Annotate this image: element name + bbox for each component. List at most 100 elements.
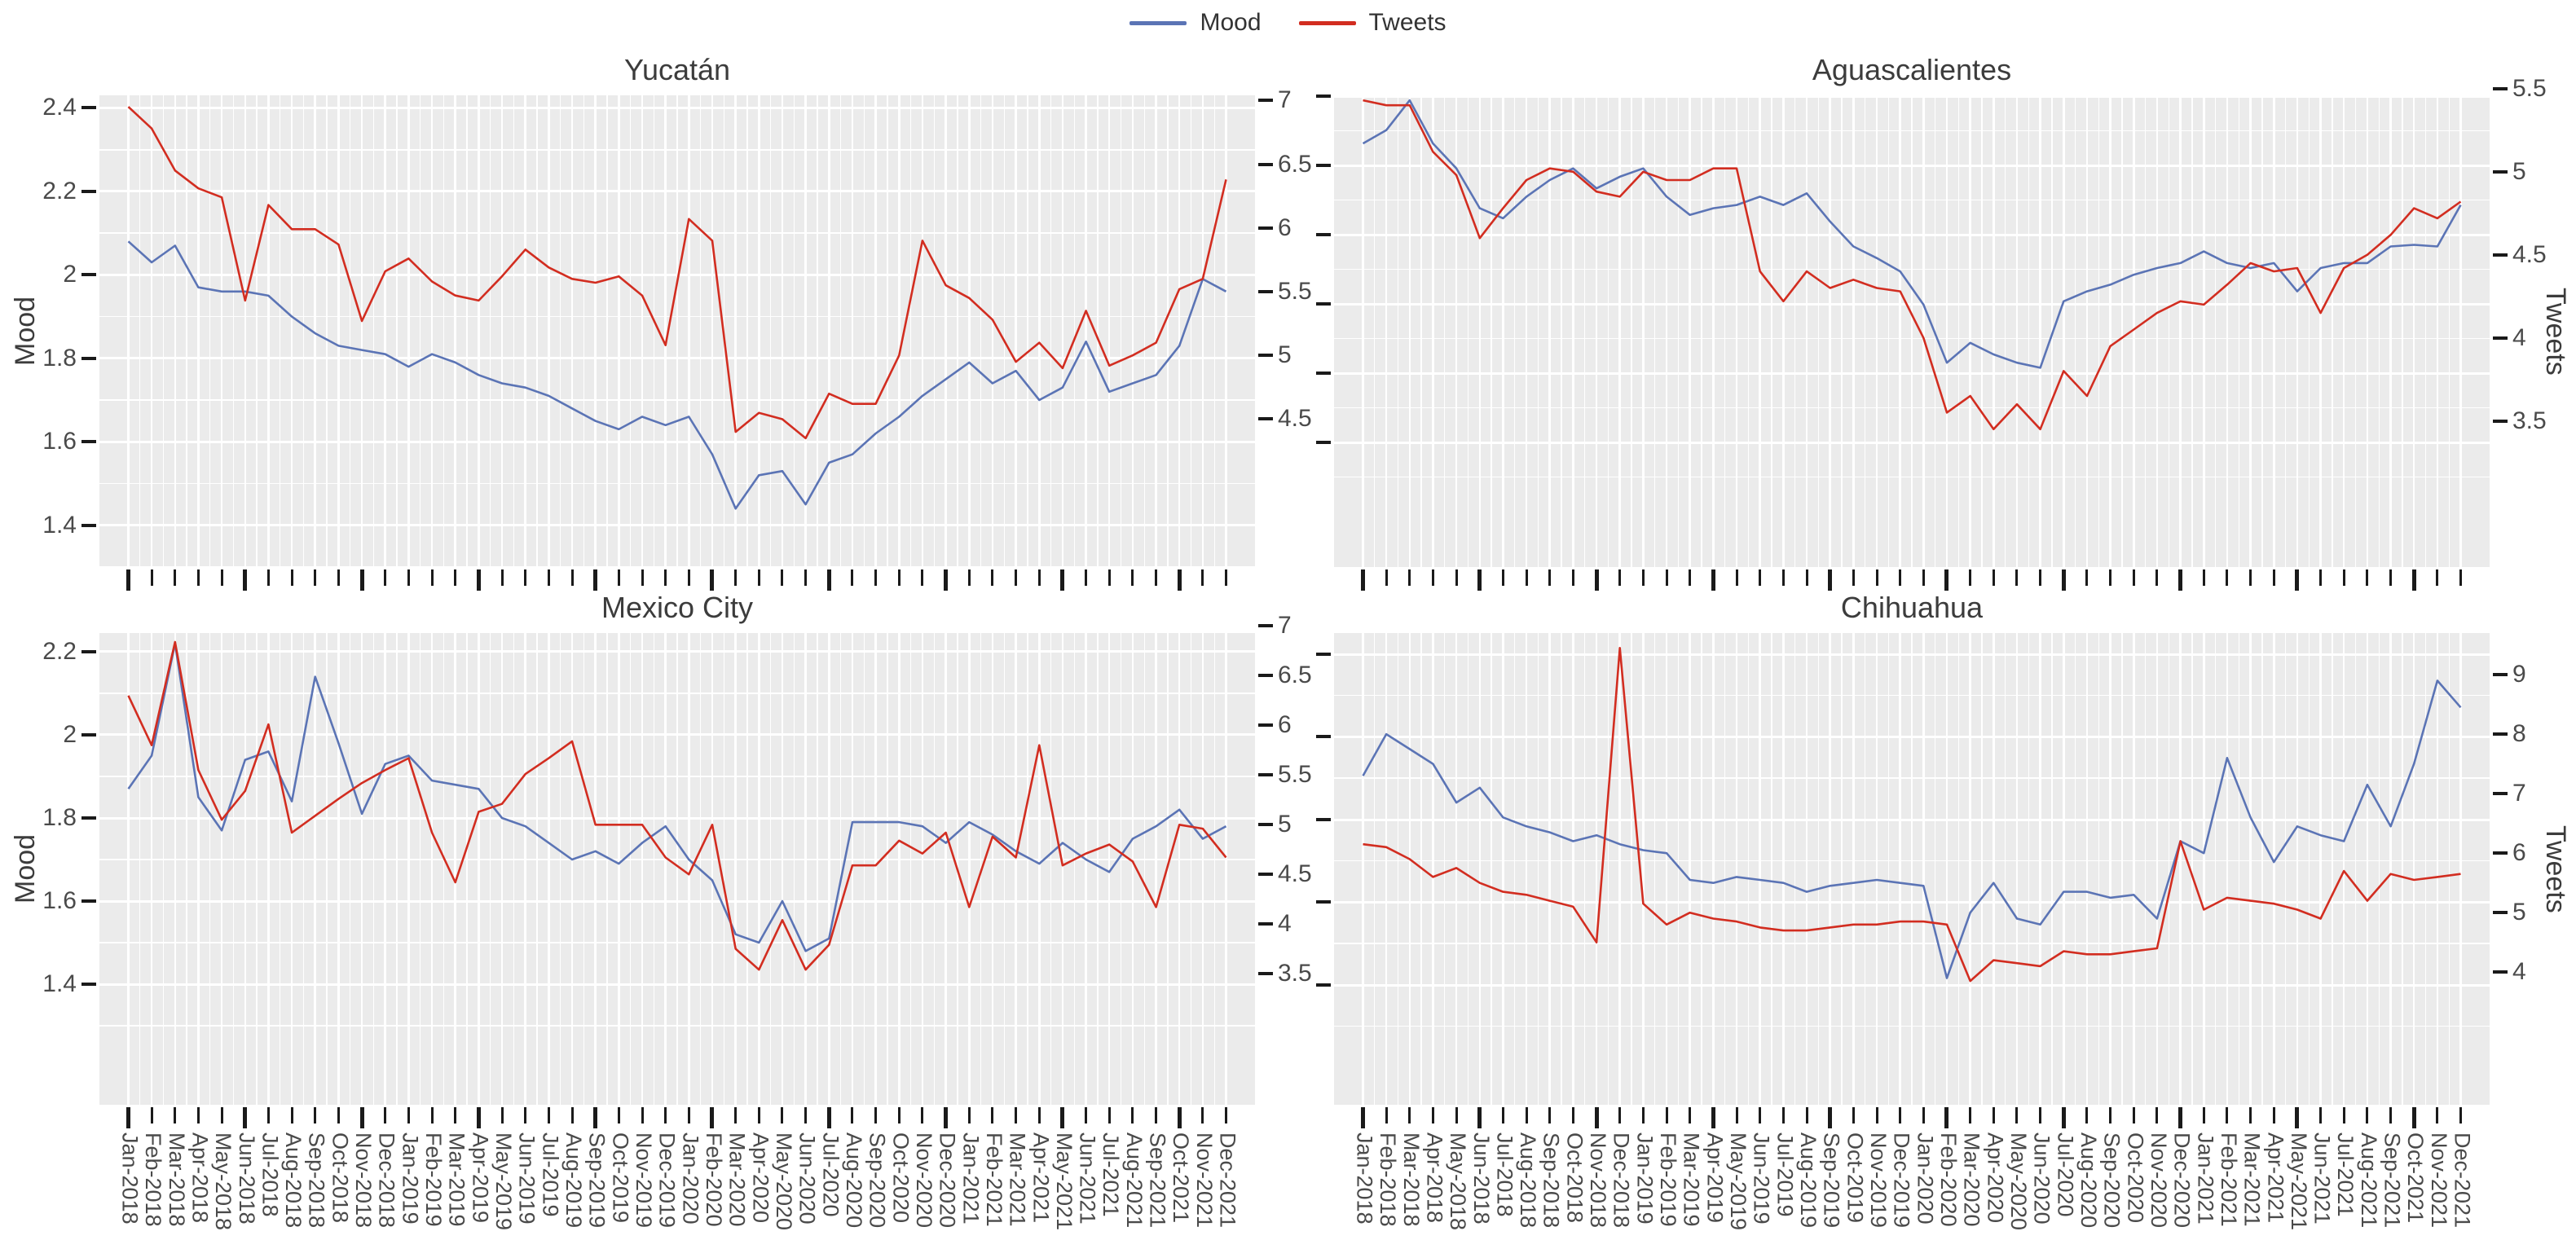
left-y-tick xyxy=(81,983,96,987)
x-tick xyxy=(1201,569,1204,586)
v-gridline-minor xyxy=(746,633,748,1105)
x-tick-label: Jun-2018 xyxy=(234,1132,259,1225)
x-tick xyxy=(2202,1107,2205,1123)
x-tick-label: Sep-2018 xyxy=(304,1132,329,1229)
v-gridline-minor xyxy=(1003,633,1005,1105)
v-gridline-minor xyxy=(2261,633,2263,1105)
v-gridline xyxy=(1201,95,1204,567)
left-y-tick-label: 1.6 xyxy=(42,428,77,455)
x-tick-label: Jul-2021 xyxy=(2333,1132,2358,1217)
x-tick xyxy=(1571,1107,1574,1123)
v-gridline-minor xyxy=(209,95,211,567)
v-gridline-minor xyxy=(1027,633,1028,1105)
x-tick xyxy=(944,569,949,591)
x-tick xyxy=(1781,1107,1785,1123)
x-tick-label: Jul-2020 xyxy=(2053,1132,2078,1217)
x-tick xyxy=(1477,569,1482,591)
x-tick xyxy=(1944,1107,1949,1128)
x-tick xyxy=(781,1107,784,1123)
left-y-tick-label: 1.4 xyxy=(42,511,77,539)
v-gridline-minor xyxy=(2354,633,2357,1105)
right-y-tick xyxy=(1258,417,1273,421)
v-gridline-minor xyxy=(1143,95,1145,567)
x-tick-label: Jul-2020 xyxy=(818,1132,843,1217)
v-gridline xyxy=(804,633,807,1105)
x-tick-label: Mar-2018 xyxy=(164,1132,189,1227)
v-gridline-minor xyxy=(2424,95,2427,567)
v-gridline-minor xyxy=(839,95,842,567)
v-gridline-minor xyxy=(1771,95,1772,567)
x-tick xyxy=(1875,569,1878,586)
v-gridline xyxy=(1759,95,1761,567)
right-y-tick xyxy=(2493,169,2508,174)
x-tick xyxy=(1759,569,1762,586)
right-y-tick xyxy=(2493,792,2508,796)
x-tick-label: Jan-2018 xyxy=(1352,1132,1377,1225)
x-tick xyxy=(687,569,690,586)
v-gridline xyxy=(2155,633,2159,1105)
v-gridline xyxy=(1618,633,1621,1105)
x-tick xyxy=(314,1107,317,1123)
x-tick xyxy=(1828,1107,1833,1128)
v-gridline-minor xyxy=(1841,95,1843,567)
x-tick xyxy=(2061,1107,2066,1128)
v-gridline xyxy=(1899,95,1901,567)
x-tick-label: Oct-2021 xyxy=(1169,1132,1194,1224)
v-gridline xyxy=(758,95,760,567)
v-gridline-minor xyxy=(1444,95,1446,567)
x-tick xyxy=(1037,1107,1041,1123)
x-tick xyxy=(851,1107,854,1123)
v-gridline-minor xyxy=(513,633,515,1105)
v-gridline xyxy=(454,633,456,1105)
v-gridline xyxy=(1178,633,1181,1105)
v-gridline xyxy=(2226,633,2229,1105)
v-gridline-minor xyxy=(839,633,842,1105)
x-tick-label: Sep-2019 xyxy=(1819,1132,1844,1229)
x-tick xyxy=(593,569,598,591)
x-tick-label: Dec-2021 xyxy=(2450,1132,2475,1229)
x-tick-label: Jun-2019 xyxy=(1749,1132,1774,1225)
v-gridline-minor xyxy=(1701,633,1702,1105)
v-gridline-minor xyxy=(1374,633,1376,1105)
v-gridline-minor xyxy=(162,633,165,1105)
x-tick-label: Oct-2018 xyxy=(328,1132,353,1224)
x-tick xyxy=(500,1107,504,1123)
x-tick-label: Aug-2020 xyxy=(841,1132,866,1229)
right-y-tick-label: 6 xyxy=(1278,213,1292,241)
x-tick xyxy=(1828,569,1833,591)
x-tick xyxy=(851,569,854,586)
x-tick xyxy=(2436,569,2439,586)
v-gridline xyxy=(290,95,293,567)
x-tick xyxy=(1015,1107,1018,1123)
tweets-line xyxy=(1363,99,2462,431)
x-tick xyxy=(2295,569,2300,591)
v-gridline xyxy=(898,633,900,1105)
v-gridline-minor xyxy=(933,95,935,567)
v-gridline-minor xyxy=(1794,95,1796,567)
v-gridline-minor xyxy=(2448,633,2450,1105)
x-tick xyxy=(500,569,504,586)
x-tick xyxy=(1360,1107,1365,1128)
right-y-tick xyxy=(1258,162,1273,166)
series-svg xyxy=(127,106,1227,510)
x-tick xyxy=(991,1107,994,1123)
v-gridline-minor xyxy=(2004,95,2006,567)
v-gridline xyxy=(1852,95,1855,567)
v-gridline xyxy=(1408,633,1411,1105)
tweets-line-swatch xyxy=(1298,20,1356,25)
v-gridline xyxy=(197,633,200,1105)
v-gridline-minor xyxy=(466,633,468,1105)
v-gridline-minor xyxy=(536,633,538,1105)
v-gridline xyxy=(2273,95,2275,567)
v-gridline xyxy=(2319,95,2322,567)
x-tick-label: Jul-2018 xyxy=(1492,1132,1517,1217)
v-gridline xyxy=(2366,95,2369,567)
v-gridline xyxy=(945,633,947,1105)
v-gridline-minor xyxy=(2424,633,2427,1105)
v-gridline-minor xyxy=(1957,633,1959,1105)
v-gridline xyxy=(1712,633,1715,1105)
v-gridline-minor xyxy=(2354,95,2357,567)
v-gridline-minor xyxy=(769,633,772,1105)
v-gridline xyxy=(1665,633,1668,1105)
v-gridline-minor xyxy=(1724,633,1726,1105)
